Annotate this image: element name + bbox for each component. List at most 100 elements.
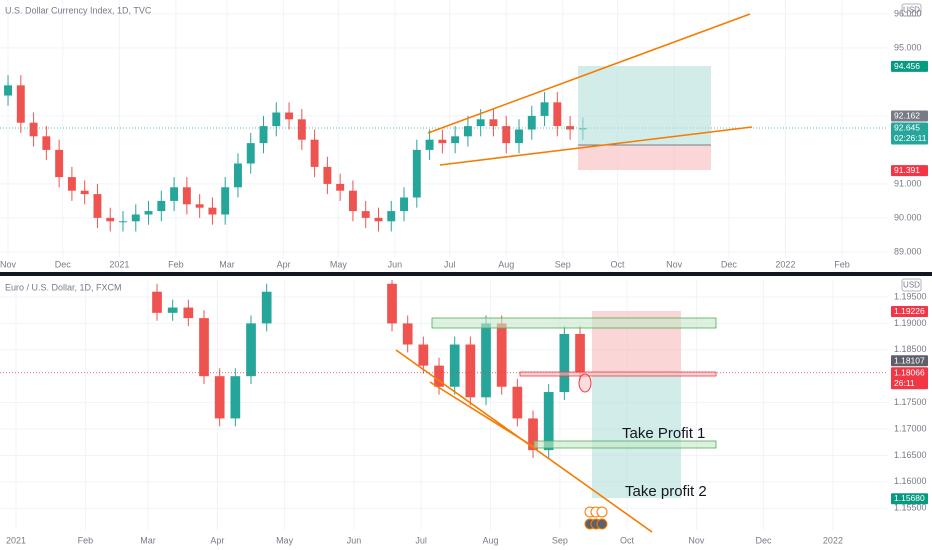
x-tick-label: Aug [498, 259, 514, 269]
x-tick-label: Sep [552, 535, 568, 545]
currency: USD [903, 281, 920, 290]
candle-body [55, 149, 64, 178]
currency-badge[interactable] [901, 3, 922, 17]
x-tick-label: Nov [0, 259, 17, 269]
candle-body [387, 283, 397, 324]
x-tick-label: Jul [415, 535, 427, 545]
candle-body [575, 333, 585, 373]
price-label-box [891, 493, 928, 505]
y-tick-label: 1.19000 [894, 318, 927, 328]
price-label: 1.15680 [894, 493, 925, 503]
price-label: 91.391 [894, 165, 920, 175]
x-tick-label: Dec [55, 259, 72, 269]
x-tick-label: Mar [219, 259, 235, 269]
candle-body [310, 139, 319, 167]
candle-body [512, 386, 523, 419]
zone [519, 371, 717, 377]
x-tick-label: Nov [688, 535, 705, 545]
y-tick-label: 89.000 [894, 246, 922, 256]
x-tick-label: 2021 [109, 259, 129, 269]
y-tick-label: 95.000 [894, 42, 922, 52]
x-tick-label: Dec [756, 535, 773, 545]
candle-body [374, 217, 383, 222]
candle-body [502, 126, 511, 144]
axes: 89.00090.00091.00093.00095.00096.000NovD… [0, 8, 928, 545]
candles-top [0, 75, 888, 232]
candle-body [402, 323, 413, 345]
x-tick-label: 2021 [6, 535, 26, 545]
y-tick-label: 91.000 [894, 178, 922, 188]
x-tick-label: Dec [721, 259, 738, 269]
price-label-box [891, 367, 928, 390]
candle-body [42, 136, 51, 150]
x-tick-label: 2022 [775, 259, 795, 269]
price-label: 92.162 [894, 111, 920, 121]
candle-body [285, 112, 294, 120]
drawings-top [427, 13, 753, 170]
candle-body [67, 177, 76, 191]
annotation: Take profit 2 [625, 483, 707, 500]
candle-body [80, 190, 89, 195]
profit-zone [578, 66, 711, 145]
y-tick-label: 1.19500 [894, 291, 927, 301]
candle-body [272, 112, 281, 127]
annotation: Take Profit 1 [622, 425, 705, 442]
price-label: 1.18107 [894, 355, 925, 365]
candle-body [559, 333, 570, 393]
x-tick-label: Jul [444, 259, 456, 269]
candle-body [465, 344, 476, 398]
candle-body [259, 126, 268, 144]
candle-body [152, 291, 162, 313]
candle-body [540, 102, 549, 116]
candle-body [438, 139, 447, 144]
trend-line [427, 13, 751, 134]
drawings-bottom: Take Profit 1 Take profit 2 [395, 311, 717, 533]
x-tick-label: Sep [555, 259, 571, 269]
candle-body [16, 85, 25, 123]
candle-body [182, 187, 191, 205]
price-label: 94.456 [894, 61, 920, 71]
candle-body [246, 323, 256, 377]
candle-body [489, 119, 498, 127]
candle-body [528, 418, 538, 451]
candles-bottom [0, 280, 888, 459]
candle-body [157, 200, 166, 212]
loss-zone [578, 145, 711, 170]
candle-body [348, 190, 357, 212]
y-tick-label: 1.16500 [894, 450, 927, 460]
y-tick-label: 1.17500 [894, 397, 927, 407]
currency-badge[interactable] [901, 278, 922, 292]
candle-body [553, 102, 562, 127]
candle-body [221, 187, 230, 215]
candle-body [418, 344, 429, 366]
price-label-box [891, 110, 928, 122]
y-tick-label: 96.000 [894, 8, 922, 18]
y-tick-label: 1.17000 [894, 423, 927, 433]
candle-body [106, 217, 115, 222]
candle-body [515, 129, 523, 144]
candle-body [230, 376, 241, 419]
candle-body [387, 211, 396, 222]
price-label: 1.19226 [894, 306, 925, 316]
candle-body [119, 221, 127, 223]
candle-body [131, 214, 140, 222]
candle-body [93, 194, 102, 218]
candle-body [527, 115, 536, 130]
x-tick-label: Apr [277, 259, 291, 269]
y-tick-label: 1.18500 [894, 344, 927, 354]
zone [431, 317, 717, 329]
x-tick-label: 2022 [823, 535, 843, 545]
candle-body [463, 126, 472, 137]
candle-body [246, 143, 255, 164]
candle-body [170, 187, 179, 201]
price-label-box [891, 165, 928, 177]
candle-body [199, 318, 209, 377]
price-label-box [891, 122, 928, 145]
candle-body [412, 149, 421, 198]
x-tick-label: Feb [834, 259, 850, 269]
candle-body [400, 197, 408, 212]
currency: USD [903, 6, 920, 15]
symbol-title: U.S. Dollar Currency Index, 1D, TVC [5, 5, 152, 15]
profit-zone [592, 372, 681, 498]
trend-line [429, 381, 535, 448]
